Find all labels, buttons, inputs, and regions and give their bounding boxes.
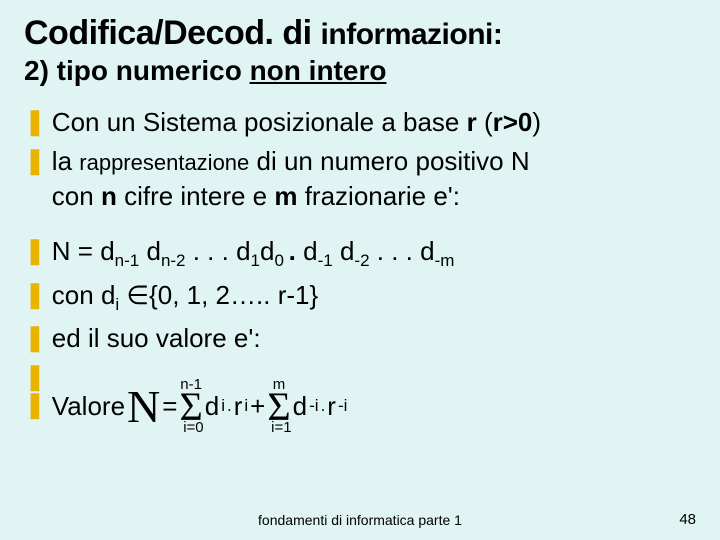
line-6: ed il suo valore e': xyxy=(52,321,261,356)
bullet-icon: ❚ xyxy=(24,388,46,422)
sub: -2 xyxy=(354,252,369,271)
sub: 1 xyxy=(251,252,260,271)
text-small: rappresentazione xyxy=(79,150,249,175)
text: ( xyxy=(477,107,493,137)
bullet-row: ❚ N = dn-1 dn-2 . . . d1d0 . d-1 d-2 . .… xyxy=(24,234,696,273)
text: ∈{0, 1, 2….. r-1} xyxy=(119,280,318,310)
text: la xyxy=(52,146,79,176)
sub: n-2 xyxy=(161,252,186,271)
text: . . . d xyxy=(186,236,251,266)
text: ) xyxy=(532,107,541,137)
page-number: 48 xyxy=(679,511,696,528)
dot: . xyxy=(227,395,232,418)
text: . . . d xyxy=(370,236,435,266)
text: con d xyxy=(52,280,116,310)
bullet-row-empty: ❚ xyxy=(24,360,696,372)
line-1: Con un Sistema posizionale a base r (r>0… xyxy=(52,105,541,140)
text-bold: n xyxy=(101,181,117,211)
title-part2: informazioni: xyxy=(321,18,503,51)
text-bold: r>0 xyxy=(493,107,533,137)
value-formula: Valore N = Σn-1i=0 di . ri + Σmi=1 d-i .… xyxy=(52,376,348,438)
paragraph-1: ❚ Con un Sistema posizionale a base r (r… xyxy=(24,105,696,214)
line-5: con di ∈{0, 1, 2….. r-1} xyxy=(52,278,318,317)
sigma-lower: i=0 xyxy=(183,420,203,435)
text: con xyxy=(52,181,101,211)
text: + xyxy=(250,389,265,424)
text: Con un Sistema posizionale a base xyxy=(52,107,467,137)
text: d xyxy=(205,389,219,424)
bullet-row: ❚ Valore N = Σn-1i=0 di . ri + Σmi=1 d-i… xyxy=(24,376,696,438)
bullet-icon: ❚ xyxy=(24,278,46,312)
bullet-icon: ❚ xyxy=(24,105,46,139)
decimal-point: . xyxy=(289,236,303,266)
text-bold: r xyxy=(467,107,477,137)
text: Valore xyxy=(52,389,125,424)
dot: . xyxy=(321,395,326,418)
text: d xyxy=(293,389,307,424)
text: d xyxy=(260,236,274,266)
text: frazionarie e': xyxy=(297,181,460,211)
sigma-lower: i=1 xyxy=(271,420,291,435)
sup: i xyxy=(244,395,248,418)
sigma-upper: n-1 xyxy=(180,377,202,392)
sub: -m xyxy=(435,252,455,271)
line-4-formula: N = dn-1 dn-2 . . . d1d0 . d-1 d-2 . . .… xyxy=(52,234,455,273)
big-n: N xyxy=(127,376,160,438)
text: cifre intere e xyxy=(117,181,275,211)
text: d xyxy=(139,236,161,266)
slide: Codifica/Decod. di informazioni: 2) tipo… xyxy=(0,0,720,540)
title-part1: Codifica/Decod. di xyxy=(24,14,321,52)
bullet-row: ❚ ed il suo valore e': xyxy=(24,321,696,356)
sub: n-1 xyxy=(115,252,140,271)
slide-subtitle: 2) tipo numerico non intero xyxy=(24,55,696,87)
text: d xyxy=(333,236,355,266)
text: r xyxy=(234,389,243,424)
sub: -i xyxy=(309,395,318,418)
bullet-row: ❚ la rappresentazione di un numero posit… xyxy=(24,144,696,214)
bullet-icon: ❚ xyxy=(24,321,46,355)
sigma-upper: m xyxy=(273,377,286,392)
subtitle-part1: 2) tipo numerico xyxy=(24,55,250,86)
slide-title: Codifica/Decod. di informazioni: xyxy=(24,14,696,53)
text: r xyxy=(327,389,336,424)
text: N = d xyxy=(52,236,115,266)
sup: -i xyxy=(338,395,347,418)
sub: i xyxy=(221,395,225,418)
line-2-3: la rappresentazione di un numero positiv… xyxy=(52,144,530,214)
bullet-icon: ❚ xyxy=(24,144,46,178)
bullet-icon: ❚ xyxy=(24,234,46,268)
text: di un numero positivo N xyxy=(249,146,529,176)
sigma-icon: Σn-1i=0 xyxy=(179,387,202,427)
text: = xyxy=(162,389,177,424)
subtitle-underline: non intero xyxy=(250,55,387,86)
footer-text: fondamenti di informatica parte 1 xyxy=(0,512,720,528)
text-bold: m xyxy=(274,181,297,211)
bullet-row: ❚ con di ∈{0, 1, 2….. r-1} xyxy=(24,278,696,317)
sigma-icon: Σmi=1 xyxy=(267,387,290,427)
sub: -1 xyxy=(318,252,333,271)
sub: 0 xyxy=(274,252,288,271)
bullet-row: ❚ Con un Sistema posizionale a base r (r… xyxy=(24,105,696,140)
text: d xyxy=(303,236,317,266)
